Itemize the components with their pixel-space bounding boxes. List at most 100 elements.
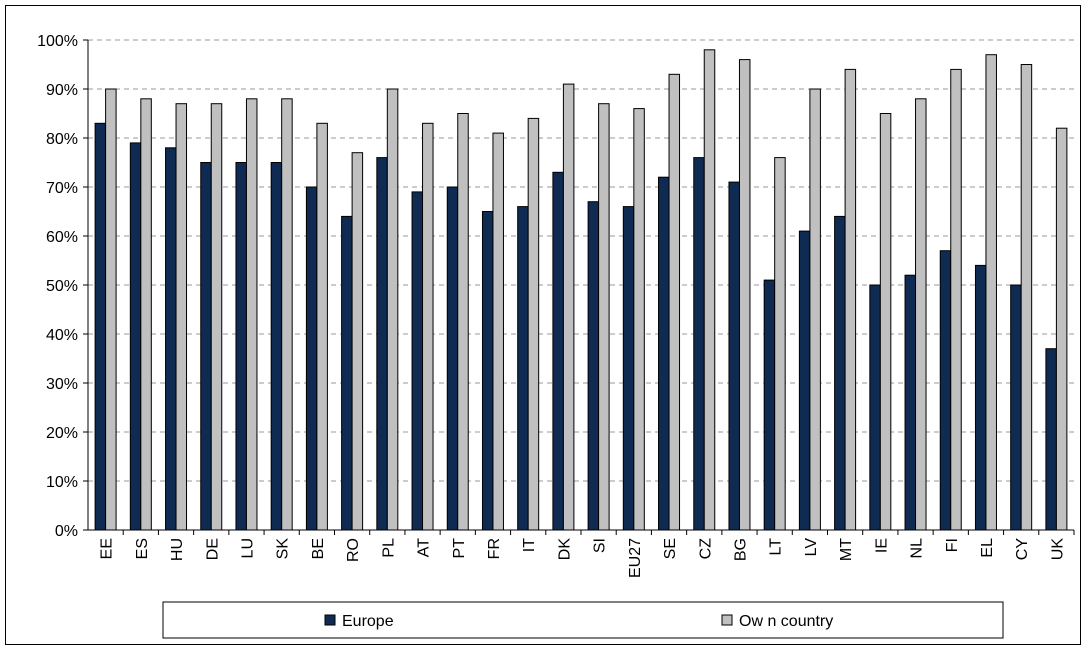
legend-label-europe: Europe — [342, 613, 394, 630]
bar-own-country — [140, 98, 152, 531]
bar-own-country — [879, 113, 892, 531]
bar-own-country — [386, 88, 399, 531]
y-tick-label: 0% — [55, 523, 78, 540]
x-tick-label: NL — [909, 538, 926, 559]
y-tick-label: 10% — [46, 474, 78, 491]
x-tick-label: CZ — [697, 538, 714, 560]
bar-europe — [235, 162, 247, 531]
bar-own-country — [844, 68, 857, 531]
bar-europe — [834, 215, 846, 531]
bar-own-country — [175, 103, 188, 531]
bar-own-country — [985, 54, 997, 531]
bar-europe — [129, 142, 142, 531]
x-tick-label: MT — [838, 538, 855, 561]
bar-europe — [1010, 284, 1022, 531]
bar-own-country — [210, 103, 223, 531]
x-tick-label: DK — [556, 538, 573, 561]
bar-europe — [552, 171, 564, 531]
y-tick-label: 60% — [46, 229, 78, 246]
bar-europe — [728, 181, 740, 531]
bar-own-country — [1055, 127, 1068, 531]
bar-own-country — [950, 68, 962, 531]
bar-own-country — [633, 108, 645, 531]
bar-own-country — [351, 152, 364, 531]
x-tick-label: EL — [979, 538, 996, 558]
bar-own-country — [809, 88, 821, 531]
bar-own-country — [527, 117, 540, 531]
x-tick-label: BG — [732, 538, 749, 561]
bar-own-country — [738, 59, 751, 531]
bar-europe — [94, 122, 107, 531]
bar-own-country — [1020, 64, 1033, 531]
y-tick-label: 70% — [46, 180, 78, 197]
x-tick-label: IT — [521, 538, 538, 552]
x-tick-label: UK — [1049, 538, 1066, 561]
bar-own-country — [492, 132, 504, 531]
x-tick-label: LT — [768, 538, 785, 556]
bar-own-country — [668, 73, 681, 531]
y-tick-label: 30% — [46, 376, 78, 393]
bar-own-country — [703, 49, 716, 531]
y-tick-label: 20% — [46, 425, 78, 442]
x-tick-label: LU — [239, 538, 256, 558]
x-tick-label: HU — [169, 538, 186, 561]
legend — [162, 601, 1004, 639]
bar-own-country — [281, 98, 293, 531]
legend-swatch-own-country — [721, 614, 733, 626]
bar-europe — [270, 162, 283, 531]
bar-own-country — [598, 103, 610, 531]
bar-europe — [305, 186, 318, 531]
bar-europe — [939, 250, 952, 531]
legend-label-own-country: Ow n country — [739, 613, 833, 630]
bar-own-country — [915, 98, 927, 531]
x-tick-label: CY — [1014, 538, 1031, 561]
x-tick-label: EE — [99, 538, 116, 559]
y-tick-label: 40% — [46, 327, 78, 344]
bar-europe — [904, 274, 917, 531]
x-tick-label: PT — [451, 538, 468, 559]
y-tick-label: 90% — [46, 82, 78, 99]
bar-europe — [341, 215, 353, 531]
x-tick-label: AT — [416, 538, 433, 557]
y-tick-label: 80% — [46, 131, 78, 148]
x-tick-label: PL — [380, 538, 397, 558]
x-tick-label: FI — [944, 538, 961, 552]
bar-own-country — [774, 157, 786, 531]
bar-own-country — [562, 83, 575, 531]
bar-europe — [693, 157, 705, 531]
bar-europe — [376, 157, 388, 531]
y-tick-label: 50% — [46, 278, 78, 295]
x-tick-label: SE — [662, 538, 679, 559]
x-tick-label: DE — [204, 538, 221, 560]
bar-europe — [974, 264, 987, 531]
x-tick-label: LV — [803, 538, 820, 557]
x-tick-label: SK — [275, 538, 292, 560]
x-tick-label: FR — [486, 538, 503, 559]
bar-europe — [798, 230, 811, 531]
legend-swatch-europe — [324, 614, 336, 626]
bar-own-country — [105, 88, 117, 531]
x-tick-label: RO — [345, 538, 362, 562]
bar-europe — [1045, 348, 1057, 531]
y-tick-label: 100% — [37, 33, 78, 50]
x-tick-label: IE — [873, 538, 890, 553]
bar-own-country — [422, 122, 434, 531]
bar-own-country — [245, 98, 258, 531]
bar-europe — [658, 176, 670, 531]
bar-europe — [165, 147, 177, 531]
x-tick-label: BE — [310, 538, 327, 559]
bar-europe — [763, 279, 776, 531]
bar-europe — [517, 206, 529, 531]
bar-europe — [869, 284, 881, 531]
bar-europe — [587, 201, 600, 531]
x-tick-label: EU27 — [627, 538, 644, 578]
bar-europe — [481, 211, 494, 531]
bar-own-country — [316, 122, 328, 531]
x-tick-label: ES — [134, 538, 151, 559]
bar-europe — [200, 162, 212, 531]
bar-europe — [446, 186, 459, 531]
bar-europe — [411, 191, 424, 531]
bar-own-country — [457, 113, 469, 531]
bar-europe — [622, 206, 635, 531]
